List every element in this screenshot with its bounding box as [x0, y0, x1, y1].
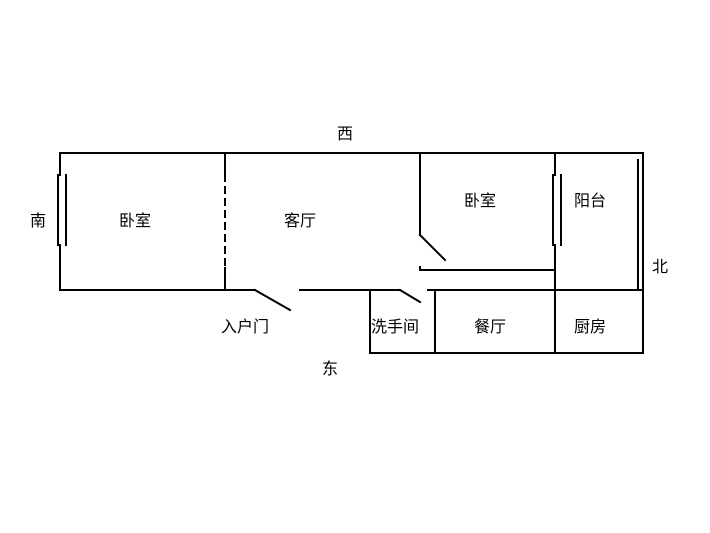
line-entry-door-swing [255, 290, 290, 310]
label-room-balcony: 阳台 [574, 192, 606, 210]
label-compass-west: 西 [337, 126, 353, 143]
label-room-bedroom2: 卧室 [464, 192, 496, 210]
label-room-bathroom: 洗手间 [371, 318, 419, 336]
label-compass-south: 南 [30, 212, 46, 230]
plan-lines [58, 153, 643, 353]
line-bath-door-swing [400, 290, 420, 302]
line-bedroom2-door-swing [420, 235, 445, 260]
label-compass-north: 北 [652, 258, 668, 276]
floor-plan: 西南北东卧室客厅卧室阳台入户门洗手间餐厅厨房 [0, 0, 710, 533]
label-room-entry_door: 入户门 [221, 318, 269, 336]
label-room-living: 客厅 [284, 212, 316, 230]
label-room-kitchen: 厨房 [574, 318, 606, 336]
label-room-dining: 餐厅 [474, 318, 506, 336]
plan-labels: 西南北东卧室客厅卧室阳台入户门洗手间餐厅厨房 [30, 126, 668, 378]
label-compass-east: 东 [322, 360, 338, 378]
label-room-bedroom1: 卧室 [119, 212, 151, 230]
